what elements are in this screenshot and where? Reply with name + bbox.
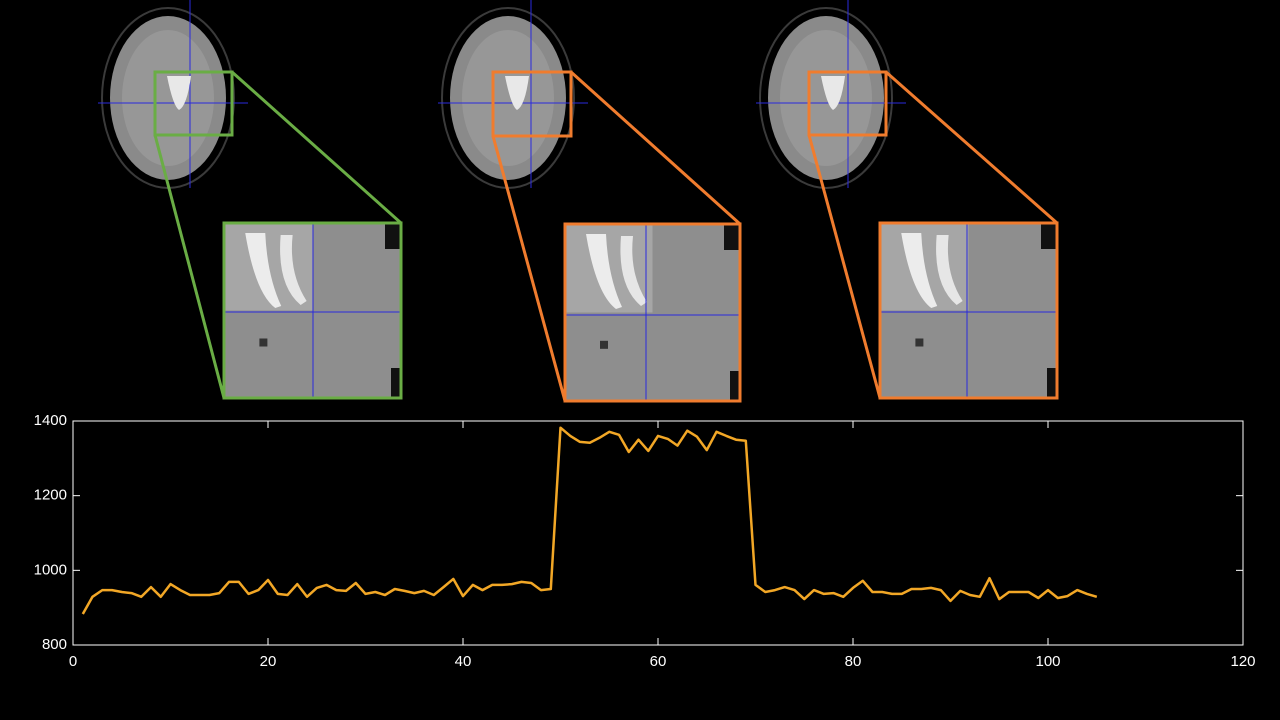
ventricles [821,76,845,110]
image-panel [756,0,1059,400]
brain-inner [122,30,214,166]
image-panels [98,0,1059,403]
x-tick-label: 40 [455,653,472,670]
x-tick-label: 0 [69,653,77,670]
zoom-connector [885,70,1058,225]
x-tick-label: 20 [260,653,277,670]
x-tick-label: 100 [1035,653,1060,670]
zoom-edge [391,368,401,398]
brain-inner [780,30,872,166]
brain-inner [462,30,554,166]
zoom-connector [569,70,742,226]
zoom-frame [878,221,1059,400]
ventricles [505,76,529,110]
zoom-ventricle [280,235,307,305]
zoom-connector [491,135,567,402]
zoom-dot [600,340,608,349]
zoom-ventricle [936,235,963,305]
zoom-ventricle [245,233,282,308]
zoom-edge [385,223,401,249]
zoom-edge [730,371,740,401]
zoom-ventricle [586,234,622,309]
zoom-edge [1047,368,1057,398]
zoom-connector [807,134,882,399]
image-panel [438,0,742,403]
zoom-frame [222,221,403,400]
line-chart: 0 20 40 60 80 100 120 800 1000 1200 1400 [34,412,1256,670]
zoom-ventricle [901,233,938,308]
roi-box [491,70,573,138]
y-tick-label: 1400 [34,412,67,429]
roi-box [153,70,234,137]
y-tick-label: 800 [42,636,67,653]
x-tick-label: 60 [650,653,667,670]
zoom-connector [231,70,402,225]
ventricles [167,76,191,110]
roi-box [807,70,888,137]
x-tick-label: 80 [845,653,862,670]
zoom-connector [153,134,226,399]
signal-line [81,426,1098,615]
zoom-frame [563,222,742,403]
zoom-edge [724,224,740,250]
zoom-ventricle [620,236,647,306]
head-outline [759,7,893,189]
zoom-edge [1041,223,1057,249]
x-tick-label: 120 [1230,653,1255,670]
zoom-dot [259,338,268,347]
image-panel [98,0,403,400]
y-tick-label: 1200 [34,487,67,504]
zoom-dot [915,338,924,347]
y-tick-label: 1000 [34,561,67,578]
